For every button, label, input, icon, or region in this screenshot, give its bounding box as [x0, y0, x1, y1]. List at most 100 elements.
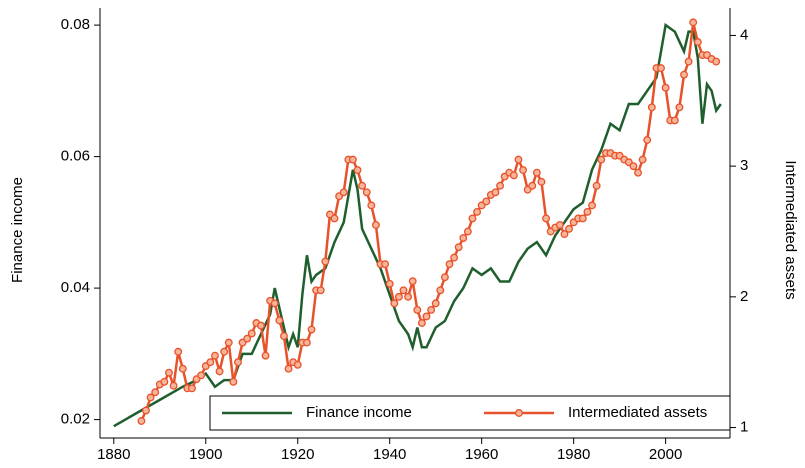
- point: [670, 116, 679, 125]
- y-axis-label: Finance income: [9, 177, 26, 283]
- point: [234, 358, 242, 367]
- point: [583, 207, 592, 216]
- point: [188, 384, 196, 393]
- point: [394, 292, 403, 301]
- point: [689, 18, 698, 27]
- point: [293, 360, 302, 369]
- point: [316, 286, 325, 295]
- point: [684, 57, 693, 66]
- point: [532, 168, 541, 177]
- point: [367, 201, 376, 210]
- point: [275, 316, 284, 325]
- point: [509, 171, 518, 180]
- point: [353, 166, 362, 175]
- point: [473, 207, 482, 216]
- point: [491, 188, 500, 197]
- point: [243, 334, 252, 343]
- point: [537, 177, 546, 186]
- point: [146, 393, 155, 402]
- y2-tick-label: 1: [740, 419, 748, 436]
- point: [165, 368, 173, 377]
- y-tick-label: 0.08: [61, 16, 90, 33]
- point: [220, 347, 229, 356]
- point: [371, 221, 380, 229]
- point: [270, 299, 279, 308]
- point: [302, 338, 311, 347]
- y-tick-label: 0.02: [61, 411, 90, 428]
- point: [657, 64, 665, 73]
- point: [399, 286, 408, 295]
- series-line: [140, 22, 717, 422]
- point: [178, 364, 187, 373]
- point: [279, 332, 288, 341]
- y2-tick-label: 2: [740, 288, 748, 305]
- point: [712, 57, 721, 66]
- point: [284, 364, 293, 373]
- x-tick-label: 1900: [189, 446, 222, 463]
- legend-label: Finance income: [306, 404, 412, 421]
- point: [528, 181, 537, 190]
- point: [588, 201, 596, 210]
- point: [514, 155, 523, 164]
- legend-marker: [515, 409, 523, 417]
- point: [321, 257, 330, 266]
- x-tick-label: 2000: [649, 446, 682, 463]
- point: [174, 347, 183, 356]
- point: [339, 188, 348, 197]
- point: [638, 155, 647, 164]
- point: [330, 214, 339, 223]
- point: [381, 260, 390, 269]
- point: [307, 325, 316, 334]
- x-tick-label: 1920: [281, 446, 314, 463]
- point: [408, 277, 417, 286]
- point: [463, 227, 472, 236]
- point: [496, 181, 505, 190]
- point: [436, 286, 445, 295]
- point: [137, 417, 146, 425]
- point: [404, 292, 413, 301]
- y2-axis-label: Intermediated assets: [782, 160, 799, 299]
- point: [224, 338, 233, 347]
- point: [450, 253, 459, 262]
- point: [261, 351, 270, 360]
- point: [560, 230, 569, 239]
- point: [431, 299, 440, 308]
- point: [413, 305, 422, 314]
- point: [555, 221, 564, 229]
- point: [247, 329, 256, 338]
- point: [445, 260, 454, 269]
- point: [661, 83, 670, 92]
- point: [592, 181, 601, 190]
- point: [454, 243, 463, 252]
- point: [197, 371, 206, 380]
- point: [169, 381, 178, 390]
- point: [565, 224, 574, 233]
- point: [647, 103, 656, 112]
- point: [417, 319, 426, 327]
- point: [629, 162, 638, 171]
- point: [348, 155, 357, 164]
- legend-label: Intermediated assets: [568, 404, 707, 421]
- point: [160, 377, 169, 386]
- point: [675, 103, 684, 112]
- point: [680, 70, 688, 79]
- point: [519, 166, 528, 175]
- point: [578, 214, 587, 223]
- point: [542, 214, 551, 223]
- y-tick-label: 0.04: [61, 279, 90, 296]
- point: [215, 367, 224, 376]
- x-tick-label: 1940: [373, 446, 406, 463]
- point: [693, 38, 702, 46]
- point: [459, 234, 468, 242]
- point: [229, 377, 238, 386]
- x-tick-label: 1960: [465, 446, 498, 463]
- point: [643, 136, 652, 144]
- point: [362, 188, 371, 197]
- point: [597, 155, 606, 164]
- point: [206, 358, 215, 367]
- y2-tick-label: 3: [740, 157, 748, 174]
- point: [634, 168, 642, 177]
- point: [385, 279, 394, 288]
- y-tick-label: 0.06: [61, 148, 90, 165]
